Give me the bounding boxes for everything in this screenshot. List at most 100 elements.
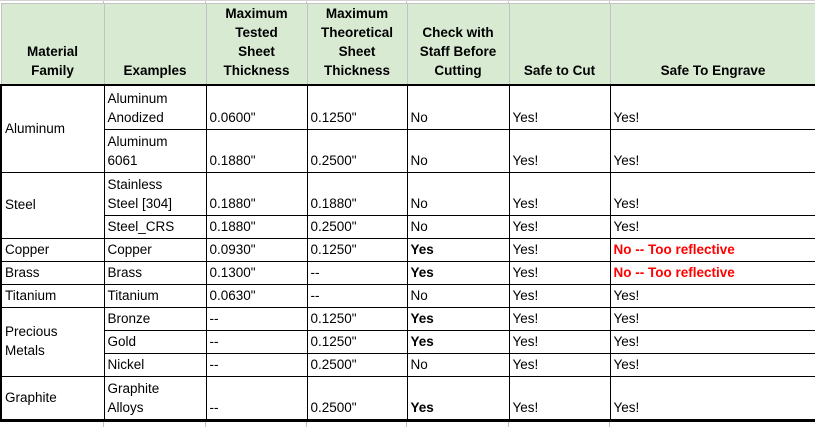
example-cell[interactable]: Titanium <box>103 283 207 308</box>
check-staff-cell[interactable]: Yes <box>406 306 510 331</box>
example-cell[interactable]: Brass <box>103 260 207 285</box>
check-staff-cell[interactable]: Yes <box>406 237 510 262</box>
gridline-tick <box>306 421 307 427</box>
check-staff-cell[interactable]: Yes <box>406 375 510 422</box>
gridline-tick <box>103 421 104 427</box>
safe-cut-cell[interactable]: Yes! <box>508 84 611 130</box>
gridline-tick <box>406 421 407 427</box>
gridline-tick <box>205 421 206 427</box>
gridline-tick <box>406 1 407 3</box>
safe-engrave-cell[interactable]: Yes! <box>609 214 815 239</box>
theoretical-thickness-cell[interactable]: 0.1250" <box>306 306 408 331</box>
example-cell[interactable]: Gold <box>103 329 207 354</box>
tested-thickness-cell[interactable]: 0.0630" <box>205 283 308 308</box>
header-check-with-staff[interactable]: Check with Staff Before Cutting <box>406 3 510 86</box>
table-row-stainless-steel: Steel Stainless Steel [304] 0.1880" 0.18… <box>0 171 815 239</box>
theoretical-thickness-cell[interactable]: 0.1250" <box>306 237 408 262</box>
header-safe-to-cut[interactable]: Safe to Cut <box>508 3 611 86</box>
header-examples[interactable]: Examples <box>103 3 207 86</box>
example-cell[interactable]: Nickel <box>103 352 207 377</box>
example-cell[interactable]: Bronze <box>103 306 207 331</box>
theoretical-thickness-cell[interactable]: 0.2500" <box>306 352 408 377</box>
check-staff-cell[interactable]: Yes <box>406 329 510 354</box>
safe-engrave-cell[interactable]: Yes! <box>609 84 815 130</box>
example-cell[interactable]: Stainless Steel [304] <box>103 171 207 216</box>
safe-cut-cell[interactable]: Yes! <box>508 260 611 285</box>
gridline-strip-top <box>0 0 815 3</box>
gridline-tick <box>306 1 307 3</box>
check-staff-cell[interactable]: No <box>406 214 510 239</box>
check-staff-cell[interactable]: No <box>406 283 510 308</box>
theoretical-thickness-cell[interactable]: 0.1250" <box>306 84 408 130</box>
safe-engrave-cell[interactable]: Yes! <box>609 171 815 216</box>
safe-cut-cell[interactable]: Yes! <box>508 237 611 262</box>
table-row-titanium: Titanium Titanium 0.0630" -- No Yes! Yes… <box>0 283 815 308</box>
tested-thickness-cell[interactable]: 0.1880" <box>205 214 308 239</box>
theoretical-thickness-cell[interactable]: -- <box>306 283 408 308</box>
theoretical-thickness-cell[interactable]: 0.2500" <box>306 128 408 173</box>
theoretical-thickness-cell[interactable]: 0.1880" <box>306 171 408 216</box>
family-cell-precious-metals[interactable]: Precious Metals <box>0 306 105 377</box>
tested-thickness-cell[interactable]: -- <box>205 329 308 354</box>
example-cell[interactable]: Graphite Alloys <box>103 375 207 422</box>
example-cell[interactable]: Steel_CRS <box>103 214 207 239</box>
tested-thickness-cell[interactable]: 0.1880" <box>205 171 308 216</box>
header-safe-to-engrave[interactable]: Safe To Engrave <box>609 3 815 86</box>
theoretical-thickness-cell[interactable]: -- <box>306 260 408 285</box>
safe-cut-cell[interactable]: Yes! <box>508 128 611 173</box>
gridline-strip-bottom <box>0 421 815 427</box>
header-max-theoretical-thickness[interactable]: Maximum Theoretical Sheet Thickness <box>306 3 408 86</box>
safe-engrave-cell[interactable]: Yes! <box>609 352 815 377</box>
safe-cut-cell[interactable]: Yes! <box>508 329 611 354</box>
check-staff-cell[interactable]: Yes <box>406 260 510 285</box>
check-staff-cell[interactable]: No <box>406 84 510 130</box>
safe-engrave-cell[interactable]: No -- Too reflective <box>609 237 815 262</box>
tested-thickness-cell[interactable]: -- <box>205 352 308 377</box>
gridline-tick <box>508 421 509 427</box>
table-row-copper: Copper Copper 0.0930" 0.1250" Yes Yes! N… <box>0 237 815 262</box>
theoretical-thickness-cell[interactable]: 0.2500" <box>306 214 408 239</box>
table-row-graphite-alloys: Graphite Graphite Alloys -- 0.2500" Yes … <box>0 375 815 422</box>
safe-engrave-cell[interactable]: No -- Too reflective <box>609 260 815 285</box>
family-cell-copper[interactable]: Copper <box>0 237 105 262</box>
family-cell-steel[interactable]: Steel <box>0 171 105 239</box>
theoretical-thickness-cell[interactable]: 0.2500" <box>306 375 408 422</box>
safe-cut-cell[interactable]: Yes! <box>508 214 611 239</box>
family-cell-brass[interactable]: Brass <box>0 260 105 285</box>
header-max-tested-thickness[interactable]: Maximum Tested Sheet Thickness <box>205 3 308 86</box>
tested-thickness-cell[interactable]: 0.0930" <box>205 237 308 262</box>
safe-engrave-cell[interactable]: Yes! <box>609 306 815 331</box>
tested-thickness-cell[interactable]: -- <box>205 375 308 422</box>
table-row-aluminum-anodized: Aluminum Aluminum Anodized 0.0600" 0.125… <box>0 84 815 173</box>
tested-thickness-cell[interactable]: 0.1300" <box>205 260 308 285</box>
safe-cut-cell[interactable]: Yes! <box>508 171 611 216</box>
safe-engrave-cell[interactable]: Yes! <box>609 375 815 422</box>
materials-safety-table: Material Family Examples Maximum Tested … <box>0 3 815 422</box>
check-staff-cell[interactable]: No <box>406 352 510 377</box>
tested-thickness-cell[interactable]: 0.1880" <box>205 128 308 173</box>
header-material-family[interactable]: Material Family <box>0 3 105 86</box>
gridline-tick <box>609 421 610 427</box>
table-row-brass: Brass Brass 0.1300" -- Yes Yes! No -- To… <box>0 260 815 285</box>
safe-engrave-cell[interactable]: Yes! <box>609 128 815 173</box>
safe-cut-cell[interactable]: Yes! <box>508 283 611 308</box>
tested-thickness-cell[interactable]: 0.0600" <box>205 84 308 130</box>
safe-engrave-cell[interactable]: Yes! <box>609 283 815 308</box>
check-staff-cell[interactable]: No <box>406 171 510 216</box>
gridline-tick <box>103 1 104 3</box>
safe-engrave-cell[interactable]: Yes! <box>609 329 815 354</box>
header-row: Material Family Examples Maximum Tested … <box>0 3 815 86</box>
safe-cut-cell[interactable]: Yes! <box>508 306 611 331</box>
family-cell-titanium[interactable]: Titanium <box>0 283 105 308</box>
family-cell-aluminum[interactable]: Aluminum <box>0 84 105 173</box>
safe-cut-cell[interactable]: Yes! <box>508 375 611 422</box>
theoretical-thickness-cell[interactable]: 0.1250" <box>306 329 408 354</box>
safe-cut-cell[interactable]: Yes! <box>508 352 611 377</box>
tested-thickness-cell[interactable]: -- <box>205 306 308 331</box>
table-row-nickel: Nickel -- 0.2500" No Yes! Yes! <box>1 352 815 377</box>
example-cell[interactable]: Aluminum 6061 <box>103 128 207 173</box>
check-staff-cell[interactable]: No <box>406 128 510 173</box>
example-cell[interactable]: Aluminum Anodized <box>103 84 207 130</box>
family-cell-graphite[interactable]: Graphite <box>0 375 105 422</box>
example-cell[interactable]: Copper <box>103 237 207 262</box>
